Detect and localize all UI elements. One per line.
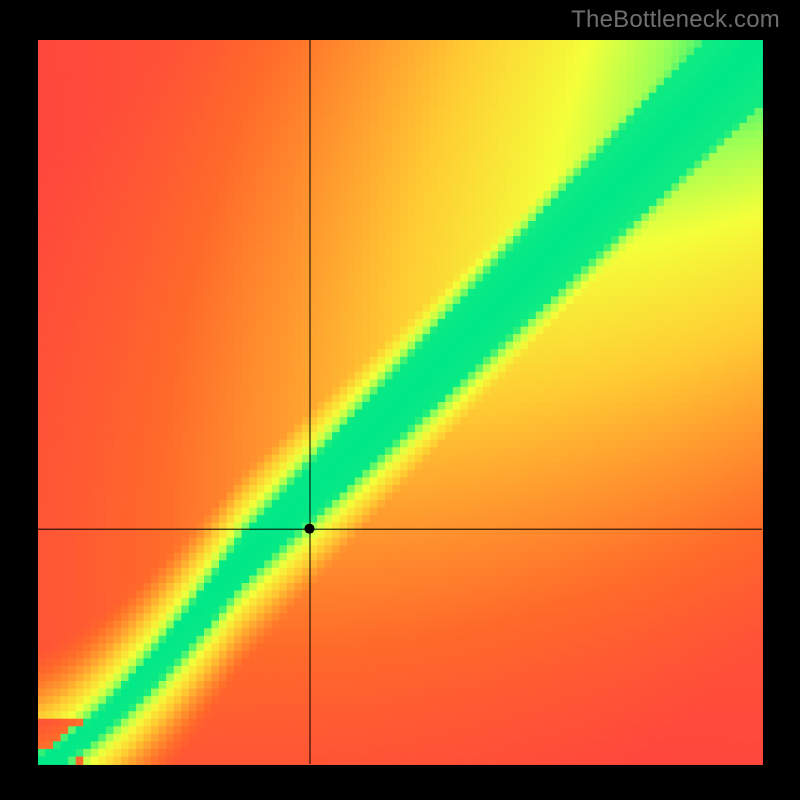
heatmap-canvas	[0, 0, 800, 800]
chart-container: TheBottleneck.com	[0, 0, 800, 800]
watermark-text: TheBottleneck.com	[571, 6, 780, 34]
